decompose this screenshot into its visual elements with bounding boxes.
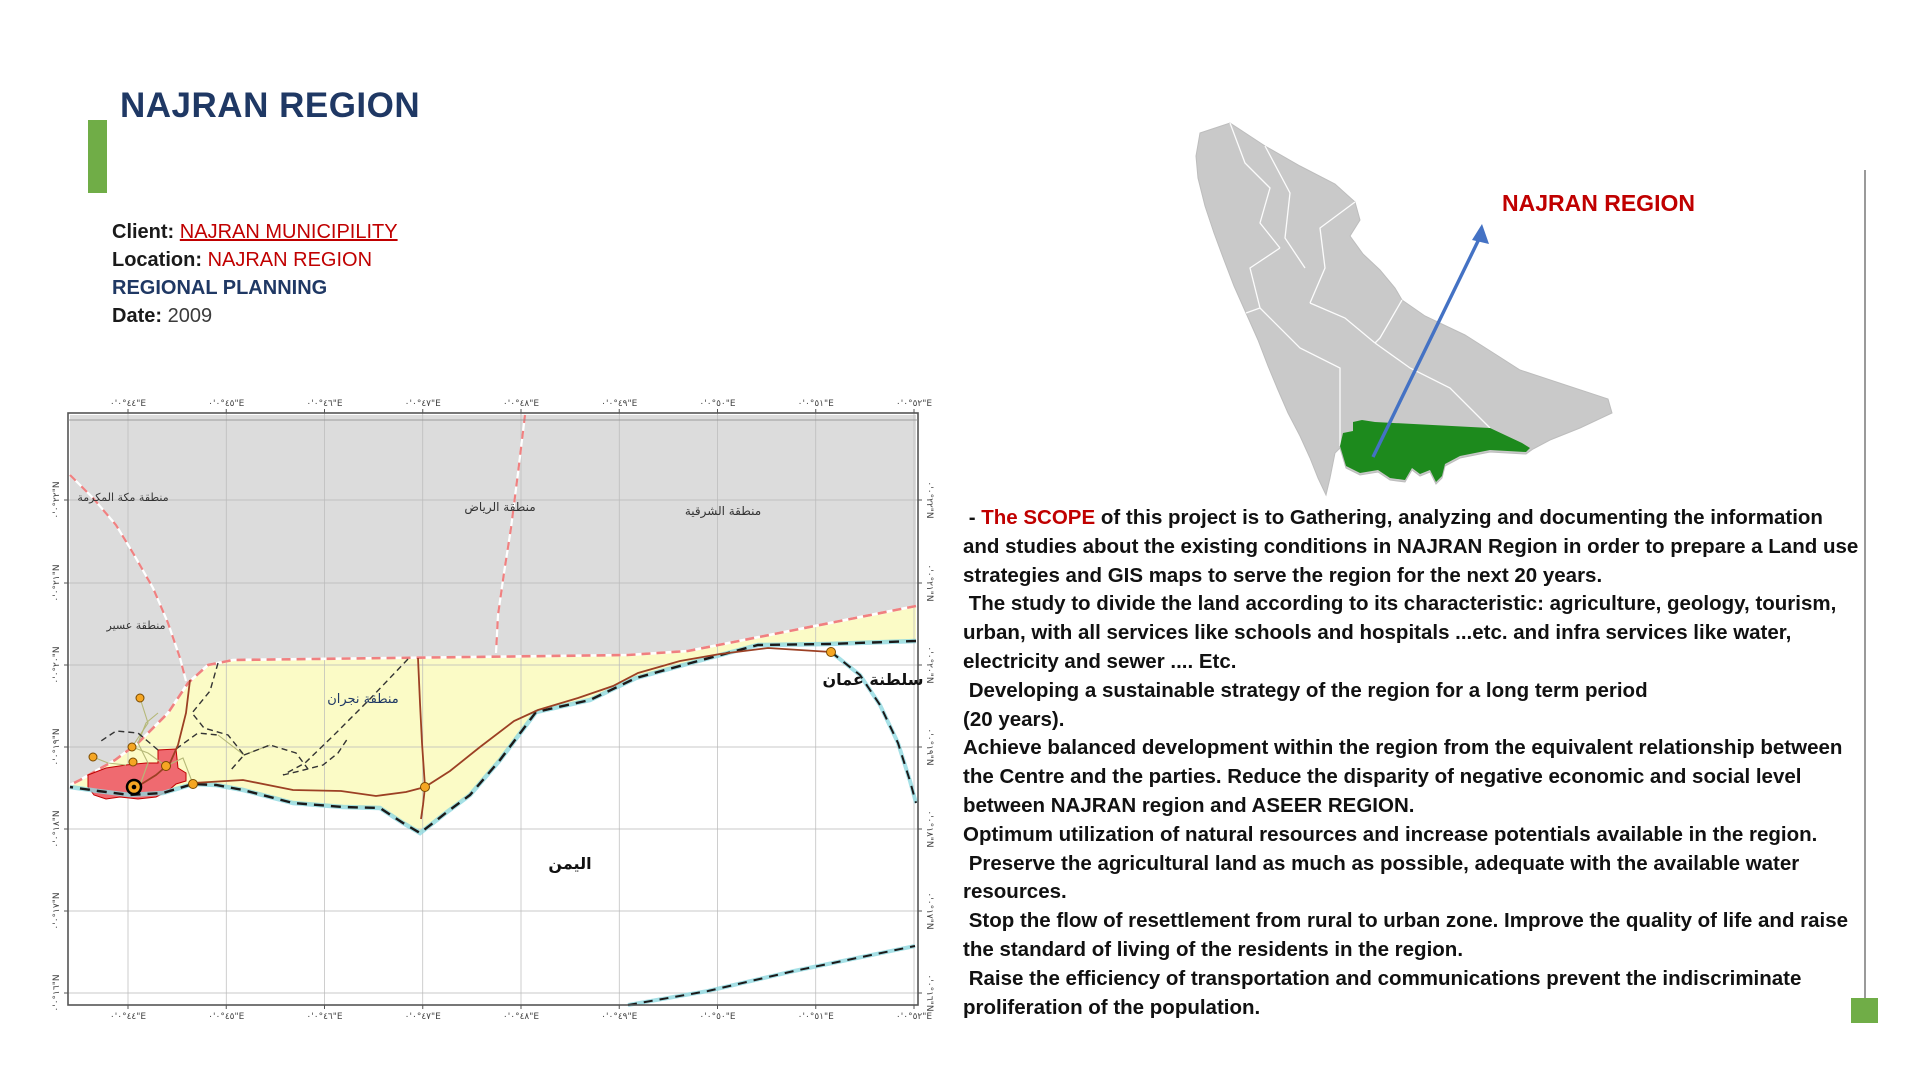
scope-highlight: The SCOPE bbox=[981, 506, 1096, 529]
scope-paragraph: Preserve the agricultural land as much a… bbox=[963, 851, 1805, 904]
svg-text:٥٠°٠'٠"E: ٥٠°٠'٠"E bbox=[699, 1012, 735, 1022]
international-border bbox=[69, 638, 918, 1007]
svg-text:٢٠°٠'٠"N: ٢٠°٠'٠"N bbox=[52, 646, 62, 683]
other-regions-area bbox=[70, 415, 916, 785]
map-region-label: اليمن bbox=[548, 854, 591, 873]
date-label: Date: bbox=[112, 305, 163, 327]
scope-paragraph: - The SCOPE of this project is to Gather… bbox=[963, 506, 1864, 587]
scope-paragraph: Optimum utilization of natural resources… bbox=[963, 822, 1818, 846]
client-value: NAJRAN MUNICIPILITY bbox=[179, 221, 398, 243]
scope-paragraph: The study to divide the land according t… bbox=[963, 592, 1843, 673]
map-region-label: منطقة الرياض bbox=[464, 500, 535, 515]
location-value: NAJRAN REGION bbox=[207, 249, 373, 271]
district-boundaries bbox=[97, 658, 409, 776]
svg-text:٤٩°٠'٠"E: ٤٩°٠'٠"E bbox=[601, 399, 637, 409]
svg-text:٤٨°٠'٠"E: ٤٨°٠'٠"E bbox=[503, 1012, 539, 1022]
najran-region-highlight bbox=[1340, 420, 1530, 482]
saudi-province-borders bbox=[1229, 122, 1491, 446]
svg-text:٤٧°٠'٠"E: ٤٧°٠'٠"E bbox=[405, 399, 441, 409]
svg-text:١٨°٠'٠"N: ١٨°٠'٠"N bbox=[924, 810, 934, 847]
date-value: 2009 bbox=[167, 305, 213, 327]
saudi-outline bbox=[1195, 122, 1613, 497]
scope-text: - The SCOPE of this project is to Gather… bbox=[963, 504, 1860, 1022]
najran-region-callout-label: NAJRAN REGION bbox=[1502, 190, 1695, 216]
vertical-divider-line bbox=[1864, 170, 1866, 998]
svg-text:٢٠°٠'٠"N: ٢٠°٠'٠"N bbox=[924, 646, 934, 683]
svg-text:٤٤°٠'٠"E: ٤٤°٠'٠"E bbox=[110, 399, 146, 409]
scope-paragraph: Achieve balanced development within the … bbox=[963, 736, 1849, 817]
scope-paragraph: Developing a sustainable strategy of the… bbox=[963, 678, 1648, 702]
saudi-arabia-inset-map bbox=[1195, 122, 1613, 497]
map-region-label: منطقة نجران bbox=[327, 692, 399, 707]
map-grid bbox=[68, 413, 918, 1005]
svg-text:٤٥°٠'٠"E: ٤٥°٠'٠"E bbox=[208, 1012, 244, 1022]
main-roads bbox=[139, 647, 832, 820]
svg-text:٤٦°٠'٠"E: ٤٦°٠'٠"E bbox=[306, 1012, 342, 1022]
map-region-label: منطقة مكة المكرمة bbox=[77, 491, 168, 504]
map-region-label: منطقة عسير bbox=[106, 619, 166, 632]
map-region-label: سلطنة عمان bbox=[823, 670, 924, 689]
svg-text:١٦°٠'٠"N: ١٦°٠'٠"N bbox=[924, 974, 934, 1011]
svg-text:١٨°٠'٠"N: ١٨°٠'٠"N bbox=[52, 810, 62, 847]
svg-text:٢١°٠'٠"N: ٢١°٠'٠"N bbox=[52, 564, 62, 601]
najran-arrow bbox=[1371, 224, 1489, 458]
page-title: NAJRAN REGION bbox=[120, 86, 421, 125]
map-frame bbox=[67, 412, 919, 1006]
svg-text:٥١°٠'٠"E: ٥١°٠'٠"E bbox=[798, 399, 834, 409]
svg-text:٤٨°٠'٠"E: ٤٨°٠'٠"E bbox=[503, 399, 539, 409]
svg-text:٤٧°٠'٠"E: ٤٧°٠'٠"E bbox=[405, 1012, 441, 1022]
map-region-labels: منطقة مكة المكرمة منطقة الرياض منطقة الشرق… bbox=[77, 491, 923, 873]
svg-text:٥٠°٠'٠"E: ٥٠°٠'٠"E bbox=[699, 399, 735, 409]
svg-text:٤٦°٠'٠"E: ٤٦°٠'٠"E bbox=[306, 399, 342, 409]
svg-text:٤٩°٠'٠"E: ٤٩°٠'٠"E bbox=[601, 1012, 637, 1022]
project-info: Client: NAJRAN MUNICIPILITY Location: NA… bbox=[112, 218, 398, 330]
corner-accent-square bbox=[1851, 998, 1878, 1023]
najran-city-district bbox=[87, 748, 187, 800]
svg-text:١٧°٠'٠"N: ١٧°٠'٠"N bbox=[52, 892, 62, 929]
svg-text:١٩°٠'٠"N: ١٩°٠'٠"N bbox=[52, 728, 62, 765]
svg-text:٢١°٠'٠"N: ٢١°٠'٠"N bbox=[924, 564, 934, 601]
najran-region-area bbox=[70, 606, 916, 833]
location-line: Location: NAJRAN REGION bbox=[112, 246, 398, 274]
capital-marker bbox=[125, 778, 143, 796]
svg-text:٥٢°٠'٠"E: ٥٢°٠'٠"E bbox=[896, 399, 932, 409]
svg-text:١٧°٠'٠"N: ١٧°٠'٠"N bbox=[924, 892, 934, 929]
svg-text:٢٢°٠'٠"N: ٢٢°٠'٠"N bbox=[52, 481, 62, 518]
town-markers bbox=[88, 647, 836, 796]
project-type: REGIONAL PLANNING bbox=[112, 277, 328, 299]
local-roads bbox=[92, 697, 271, 786]
najran-gis-map: ٤٤°٠'٠"E ٤٤°٠'٠"E ٤٥°٠'٠"E ٤٥°٠'٠"E ٤٦°٠'٠"E… bbox=[52, 399, 934, 1022]
date-line: Date: 2009 bbox=[112, 302, 398, 330]
svg-text:٢٢°٠'٠"N: ٢٢°٠'٠"N bbox=[924, 481, 934, 518]
scope-paragraph: Stop the flow of resettlement from rural… bbox=[963, 909, 1854, 961]
svg-text:١٦°٠'٠"N: ١٦°٠'٠"N bbox=[52, 974, 62, 1011]
scope-paragraph: Raise the efficiency of transportation a… bbox=[963, 966, 1808, 1019]
accent-bar bbox=[88, 120, 107, 193]
svg-text:٥١°٠'٠"E: ٥١°٠'٠"E bbox=[798, 1012, 834, 1022]
map-tick-labels: ٤٤°٠'٠"E ٤٤°٠'٠"E ٤٥°٠'٠"E ٤٥°٠'٠"E ٤٦°٠'٠"E… bbox=[52, 399, 934, 1022]
province-boundaries bbox=[69, 414, 527, 682]
client-label: Client: bbox=[112, 221, 175, 243]
svg-text:٤٥°٠'٠"E: ٤٥°٠'٠"E bbox=[208, 399, 244, 409]
location-label: Location: bbox=[112, 249, 202, 271]
svg-text:٤٤°٠'٠"E: ٤٤°٠'٠"E bbox=[110, 1012, 146, 1022]
svg-text:١٩°٠'٠"N: ١٩°٠'٠"N bbox=[924, 728, 934, 765]
map-region-label: منطقة الشرقية bbox=[685, 504, 761, 519]
client-line: Client: NAJRAN MUNICIPILITY bbox=[112, 218, 398, 246]
najran-north-boundary bbox=[69, 604, 917, 787]
svg-text:٥٢°٠'٠"E: ٥٢°٠'٠"E bbox=[896, 1012, 932, 1022]
scope-paragraph: (20 years). bbox=[963, 707, 1065, 731]
